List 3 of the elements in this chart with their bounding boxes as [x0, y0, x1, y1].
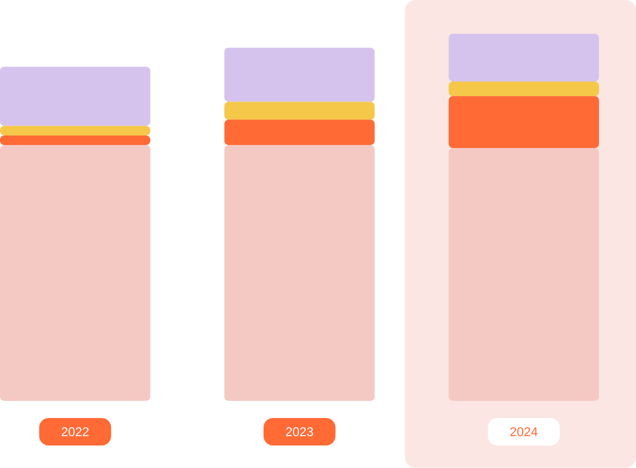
x-tick-label: 2022	[62, 427, 89, 436]
x-tick-label: 2023	[286, 427, 314, 436]
x-tick-label: 2024	[510, 427, 538, 436]
